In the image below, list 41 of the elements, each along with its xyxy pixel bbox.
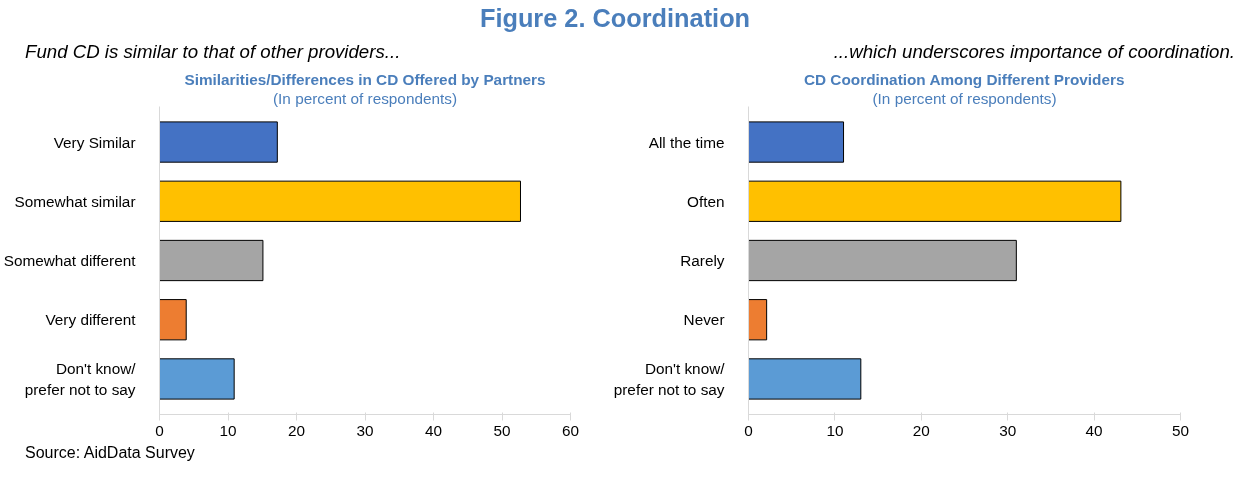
y-tick-label: Don't know/ prefer not to say <box>613 360 726 398</box>
x-tick-label: 50 <box>493 421 511 439</box>
chart-title: Similarities/Differences in CD Offered by Partners <box>184 70 546 88</box>
y-tick-label: All the time <box>648 133 725 151</box>
y-tick-label: Never <box>683 311 725 329</box>
text: ...which underscores importance of coordination. <box>833 41 1235 63</box>
y-tick-label: Often <box>687 192 725 210</box>
x-tick-label: 60 <box>561 421 580 439</box>
y-tick-label: Very Similar <box>53 133 136 151</box>
source-note: Source: AidData Survey <box>25 443 195 463</box>
bar <box>748 180 1122 222</box>
y-tick-label: Very different <box>45 311 137 329</box>
x-tick-label: 10 <box>219 421 237 439</box>
x-tick-label: 20 <box>912 421 930 439</box>
y-tick-label: Rarely <box>680 252 725 269</box>
bar <box>748 121 845 163</box>
x-tick-label: 40 <box>1085 421 1103 439</box>
x-tick-label: 40 <box>424 421 443 439</box>
bar <box>748 239 1017 282</box>
chart-title: CD Coordination Among Different Providers <box>803 70 1125 88</box>
bar <box>159 239 264 282</box>
x-tick-label: 50 <box>1171 421 1190 439</box>
x-tick-label: 0 <box>744 421 753 439</box>
x-tick-label: 20 <box>287 421 306 439</box>
chart-subtitle: (In percent of respondents) <box>872 89 1057 107</box>
x-tick-label: 10 <box>826 421 844 439</box>
y-tick-label: Somewhat similar <box>14 192 136 210</box>
bar <box>748 358 862 400</box>
bar <box>159 358 235 400</box>
y-tick-label: Somewhat different <box>3 252 137 269</box>
x-tick-label: 0 <box>155 421 164 439</box>
text: Fund CD is similar to that of other providers... <box>25 41 401 63</box>
bar <box>748 299 768 341</box>
y-tick-label: Don't know/ prefer not to say <box>24 360 137 398</box>
bar <box>159 121 278 163</box>
chart-subtitle: (In percent of respondents) <box>272 89 458 107</box>
caption: Figure 2. Coordination <box>479 4 751 32</box>
x-tick-label: 30 <box>356 421 374 439</box>
bar <box>159 299 187 341</box>
bar <box>159 180 521 222</box>
x-tick-label: 30 <box>999 421 1017 439</box>
